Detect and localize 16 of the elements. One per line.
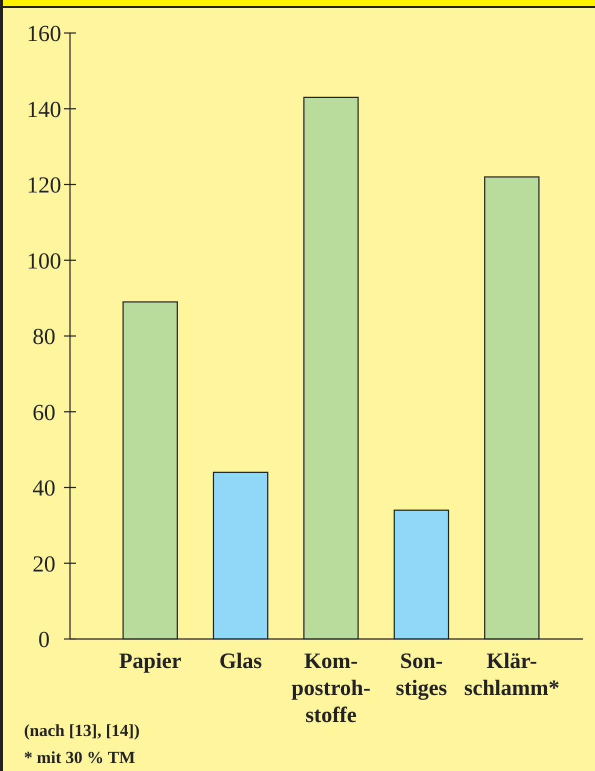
x-tick-label: Glas xyxy=(219,648,262,673)
y-tick-label: 40 xyxy=(32,476,56,500)
y-tick-label: 20 xyxy=(32,551,56,576)
y-tick-label: 60 xyxy=(32,400,56,425)
x-tick-label: Klär- schlamm* xyxy=(464,648,560,700)
x-tick-label: Son- stiges xyxy=(396,648,448,700)
x-tick-label: Kom- postroh- stoffe xyxy=(291,648,371,727)
y-tick-label: 160 xyxy=(26,21,62,46)
y-tick-label: 80 xyxy=(32,324,56,349)
y-tick-label: 0 xyxy=(38,627,50,652)
text: (nach [13], [14]) xyxy=(24,721,140,740)
y-tick-label: 100 xyxy=(26,248,62,274)
y-tick-label: 140 xyxy=(26,96,62,122)
y-tick-label: 120 xyxy=(26,172,62,198)
text: * mit 30 % TM xyxy=(24,748,136,767)
x-tick-label: Papier xyxy=(119,648,182,673)
